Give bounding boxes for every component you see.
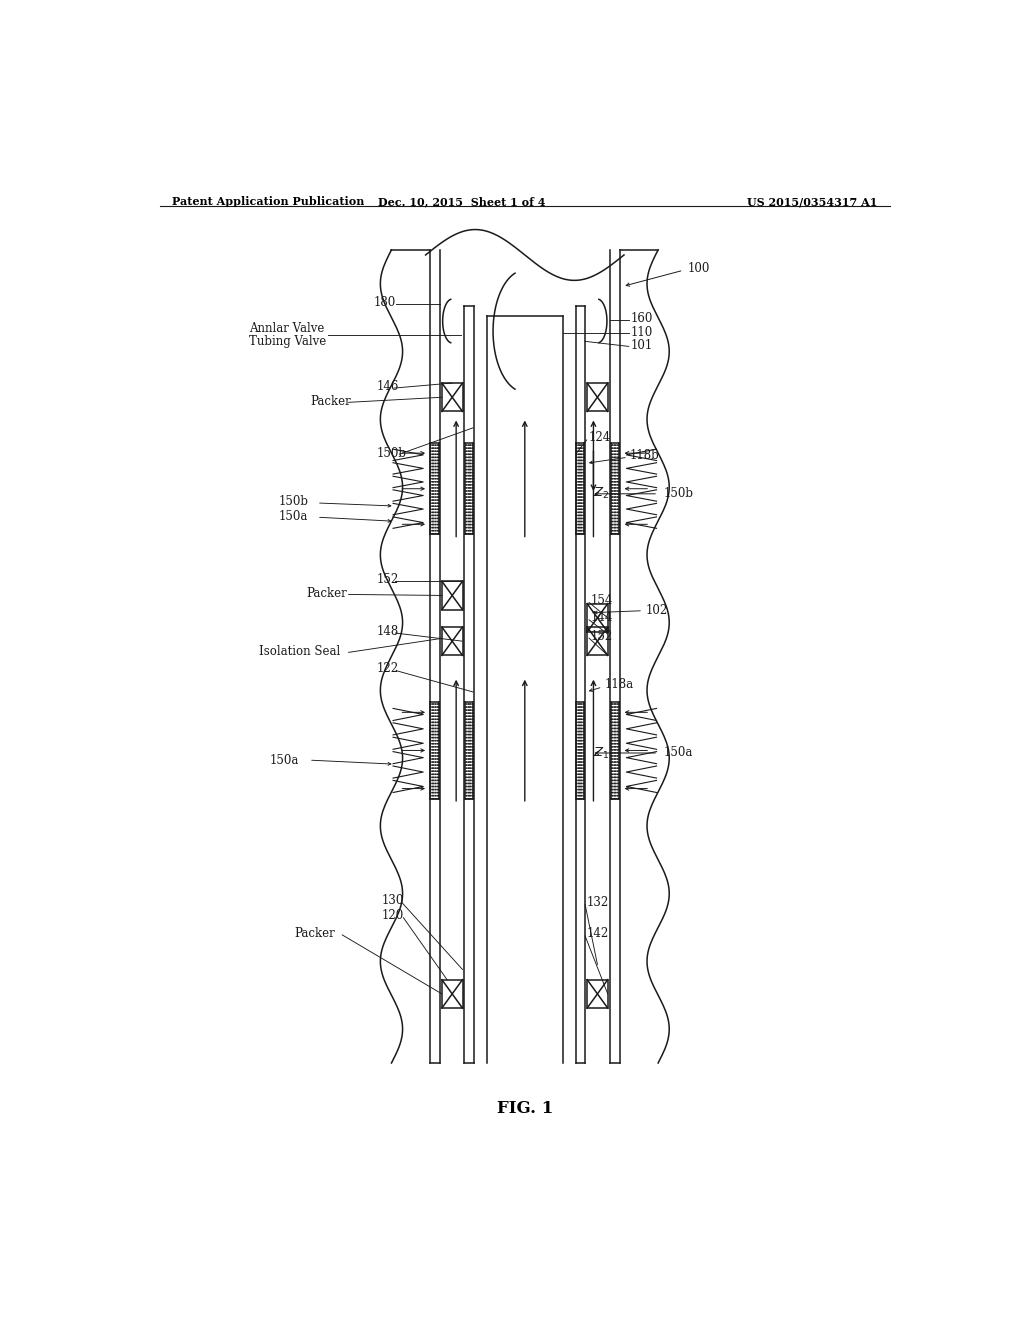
Text: 132: 132	[587, 896, 609, 909]
Text: Tubing Valve: Tubing Valve	[249, 335, 326, 348]
Text: 150b: 150b	[279, 495, 309, 508]
Text: 101: 101	[631, 339, 652, 352]
Text: 148: 148	[377, 624, 398, 638]
Text: FIG. 1: FIG. 1	[497, 1101, 553, 1117]
Text: Packer: Packer	[306, 587, 347, 599]
Text: 120: 120	[382, 909, 404, 923]
Text: 122: 122	[377, 663, 398, 675]
Text: 152: 152	[591, 630, 613, 643]
Text: 100: 100	[687, 261, 710, 275]
Text: 124: 124	[588, 432, 610, 445]
Text: Patent Application Publication: Patent Application Publication	[172, 195, 364, 207]
Text: 150b: 150b	[377, 446, 407, 459]
Text: Annlar Valve: Annlar Valve	[249, 322, 324, 335]
Text: 150a: 150a	[279, 510, 308, 523]
Text: 144: 144	[591, 611, 613, 624]
Text: Dec. 10, 2015  Sheet 1 of 4: Dec. 10, 2015 Sheet 1 of 4	[378, 195, 545, 207]
Text: 150a: 150a	[269, 754, 299, 767]
Text: US 2015/0354317 A1: US 2015/0354317 A1	[748, 195, 878, 207]
Text: 102: 102	[645, 605, 668, 618]
Text: 130: 130	[382, 894, 404, 907]
Text: 150a: 150a	[664, 747, 693, 759]
Text: 180: 180	[374, 296, 396, 309]
Text: 142: 142	[587, 928, 609, 940]
Text: 118a: 118a	[604, 678, 633, 692]
Text: $Z_1$: $Z_1$	[593, 746, 609, 760]
Text: Isolation Seal: Isolation Seal	[259, 645, 340, 657]
Text: Packer: Packer	[295, 928, 336, 940]
Text: 154: 154	[591, 594, 613, 607]
Text: 146: 146	[377, 380, 398, 392]
Text: 110: 110	[631, 326, 652, 339]
Text: 118b: 118b	[630, 449, 659, 462]
Text: 160: 160	[631, 313, 652, 326]
Text: $Z_2$: $Z_2$	[593, 486, 609, 502]
Text: 150b: 150b	[664, 487, 693, 500]
Text: Packer: Packer	[310, 395, 351, 408]
Text: 152: 152	[377, 573, 398, 586]
